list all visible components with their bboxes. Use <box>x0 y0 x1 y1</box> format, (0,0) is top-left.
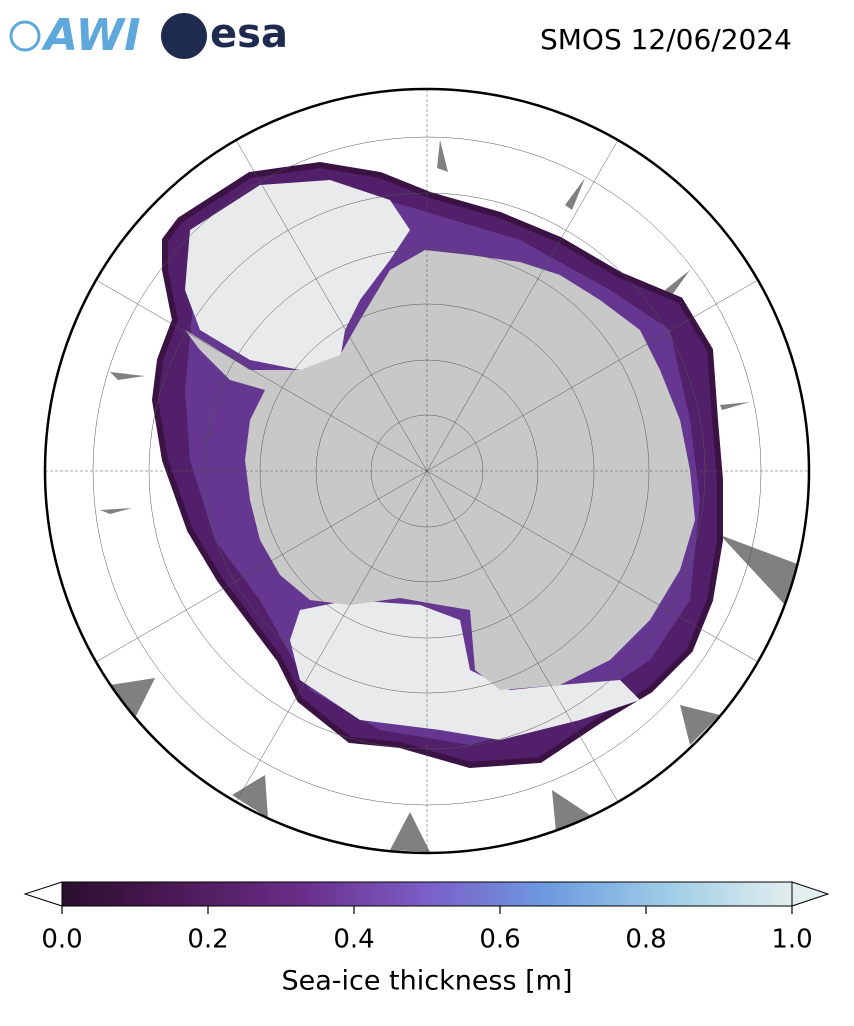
colorbar-tick-label: 0.6 <box>479 925 520 955</box>
thick-ice-ross <box>290 600 640 740</box>
map <box>45 89 809 853</box>
thick-ice-weddell <box>185 180 410 370</box>
antarctica <box>185 250 695 690</box>
graticule <box>45 89 809 853</box>
colorbar-tick-label: 0.8 <box>625 925 666 955</box>
colorbar-extend-high <box>791 881 830 907</box>
title: SMOS 12/06/2024 <box>540 23 792 56</box>
esa-text: esa <box>210 11 288 57</box>
colorbar-tick-label: 0.4 <box>333 925 374 955</box>
colorbar-gradient <box>61 881 793 907</box>
awi-text: AWI <box>41 10 141 61</box>
awi-logo: AWI <box>9 10 141 61</box>
colorbar-extend-low <box>23 881 63 907</box>
colorbar-tick-label: 0.2 <box>187 925 228 955</box>
colorbar-tick-label: 0.0 <box>41 925 82 955</box>
land-outlying <box>100 140 800 852</box>
logo-disc <box>161 13 207 59</box>
colorbar-label: Sea-ice thickness [m] <box>281 966 572 997</box>
map-border <box>43 87 811 855</box>
colorbar-tick-label: 1.0 <box>771 925 812 955</box>
esa-logo: esa <box>161 11 288 59</box>
logo-globe <box>9 20 41 52</box>
colorbar: 0.0 0.2 0.4 0.6 0.8 1.0 <box>23 881 830 955</box>
